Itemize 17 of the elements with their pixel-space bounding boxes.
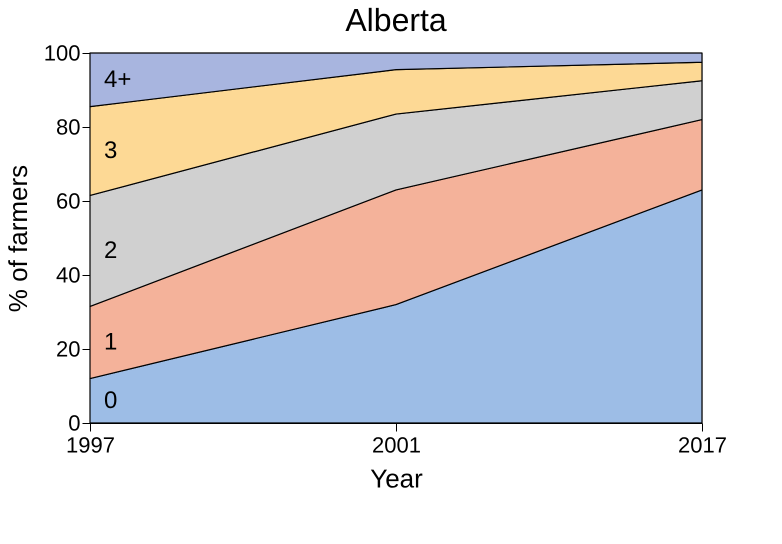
y-tick-label: 60 — [56, 188, 80, 214]
x-tick-label: 1997 — [66, 432, 115, 458]
x-axis-title: Year — [370, 464, 424, 494]
y-tick-label: 20 — [56, 336, 80, 362]
y-tick-label: 40 — [56, 262, 80, 288]
series-label: 1 — [104, 328, 118, 356]
x-tick-label: 2001 — [372, 432, 421, 458]
y-tick-label: 100 — [44, 40, 80, 66]
y-tick-label: 80 — [56, 114, 80, 140]
y-axis-title: % of farmers — [2, 164, 33, 312]
series-label: 3 — [104, 137, 118, 164]
series-label: 0 — [104, 386, 118, 414]
series-label: 4+ — [104, 66, 132, 93]
x-tick-label: 2017 — [678, 432, 727, 458]
chart-title: Alberta — [345, 2, 447, 38]
series-label: 2 — [104, 236, 118, 264]
y-tick-label: 0 — [68, 410, 80, 436]
